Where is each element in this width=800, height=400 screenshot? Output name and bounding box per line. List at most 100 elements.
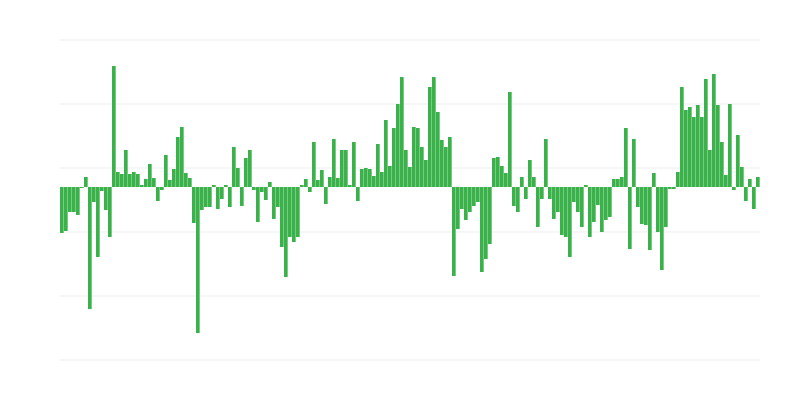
bar-85 [400, 77, 404, 187]
bar-2 [68, 187, 72, 212]
bar-167 [728, 104, 732, 187]
bar-148 [652, 173, 656, 187]
bar-3 [72, 187, 76, 212]
bar-67 [328, 177, 332, 187]
bar-39 [216, 187, 220, 209]
bar-115 [520, 177, 524, 187]
bar-11 [104, 187, 108, 210]
bar-83 [392, 128, 396, 187]
bars [60, 66, 760, 333]
bar-157 [688, 107, 692, 187]
bar-74 [356, 187, 360, 201]
bar-20 [140, 185, 144, 187]
bar-98 [452, 187, 456, 276]
bar-156 [684, 110, 688, 187]
bar-32 [188, 178, 192, 187]
bar-37 [208, 187, 212, 207]
bar-116 [524, 187, 528, 199]
bar-139 [616, 179, 620, 187]
bar-91 [424, 160, 428, 187]
bar-138 [612, 179, 616, 187]
bar-58 [292, 187, 296, 242]
bar-1 [64, 187, 68, 231]
bar-101 [464, 187, 468, 220]
bar-30 [180, 127, 184, 187]
bar-94 [436, 112, 440, 187]
bar-144 [636, 187, 640, 207]
bar-19 [136, 174, 140, 187]
bar-52 [268, 182, 272, 187]
bar-133 [592, 187, 596, 222]
bar-38 [212, 185, 216, 187]
bar-152 [668, 187, 672, 189]
bar-22 [148, 164, 152, 187]
bar-93 [432, 77, 436, 187]
bar-171 [744, 187, 748, 201]
bar-173 [752, 187, 756, 209]
bar-12 [108, 187, 112, 237]
bar-6 [84, 177, 88, 187]
bar-117 [528, 160, 532, 187]
bar-64 [316, 180, 320, 187]
bar-9 [96, 187, 100, 257]
bar-24 [156, 187, 160, 201]
bar-110 [500, 166, 504, 187]
bar-104 [476, 187, 480, 202]
bar-15 [120, 174, 124, 187]
bar-149 [656, 187, 660, 232]
bar-31 [184, 173, 188, 187]
bar-134 [596, 187, 600, 205]
bar-17 [128, 174, 132, 187]
bar-72 [348, 185, 352, 187]
bar-120 [540, 187, 544, 199]
bar-42 [228, 187, 232, 207]
bar-159 [696, 105, 700, 187]
bar-80 [380, 172, 384, 187]
bar-51 [264, 187, 268, 200]
bar-25 [160, 187, 164, 190]
bar-147 [648, 187, 652, 250]
bar-81 [384, 120, 388, 187]
bar-75 [360, 169, 364, 187]
bar-68 [332, 139, 336, 187]
bar-114 [516, 187, 520, 212]
bar-59 [296, 187, 300, 237]
bar-160 [700, 117, 704, 187]
bar-47 [248, 150, 252, 187]
bar-163 [712, 74, 716, 187]
bar-155 [680, 87, 684, 187]
bar-44 [236, 168, 240, 187]
bar-119 [536, 187, 540, 227]
bar-88 [412, 127, 416, 187]
bar-76 [364, 168, 368, 187]
gridlines [60, 39, 760, 361]
bar-103 [472, 187, 476, 206]
bar-55 [280, 187, 284, 247]
bar-65 [320, 170, 324, 187]
bar-135 [600, 187, 604, 232]
bar-124 [556, 187, 560, 212]
bar-150 [660, 187, 664, 270]
bar-50 [260, 187, 264, 192]
bar-57 [288, 187, 292, 237]
bar-112 [508, 92, 512, 187]
bar-61 [304, 179, 308, 187]
bar-121 [544, 139, 548, 187]
bar-153 [672, 187, 676, 189]
bar-66 [324, 187, 328, 204]
bar-105 [480, 187, 484, 272]
bar-165 [720, 142, 724, 187]
bar-172 [748, 179, 752, 187]
bar-43 [232, 147, 236, 187]
bar-97 [448, 137, 452, 187]
bar-5 [80, 187, 84, 188]
bar-174 [756, 177, 760, 187]
bar-23 [152, 178, 156, 187]
bar-162 [708, 150, 712, 187]
bar-111 [504, 173, 508, 187]
bar-27 [168, 180, 172, 187]
bar-100 [460, 187, 464, 209]
bar-96 [444, 147, 448, 187]
bar-28 [172, 169, 176, 187]
